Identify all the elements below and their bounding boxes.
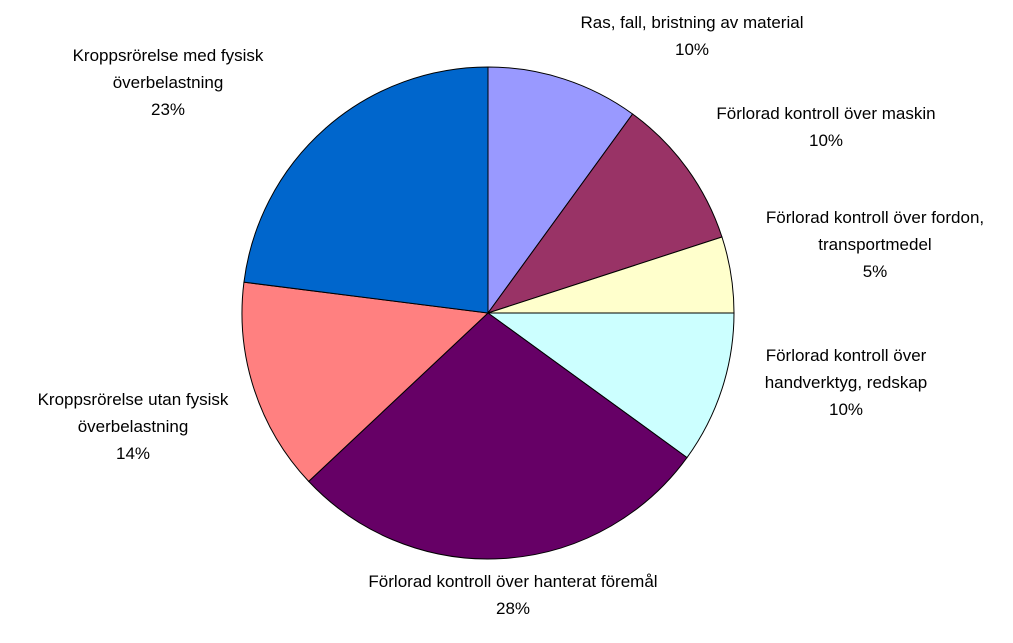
value-label: 23% (150, 100, 186, 119)
slice-label: Förlorad kontroll över maskin 10% (666, 100, 986, 154)
slice-label: Förlorad kontroll över handverktyg, reds… (731, 342, 961, 423)
pie-slice (486, 113, 723, 314)
slice-label: Kroppsrörelse med fysisk överbelastning 2… (53, 42, 283, 123)
value-label: 10% (828, 400, 864, 419)
category-label: Förlorad kontroll över handverktyg, reds… (764, 346, 928, 392)
category-label: Kroppsrörelse med fysisk överbelastning (72, 46, 264, 92)
pie-slice (243, 66, 489, 314)
value-label: 10% (674, 40, 710, 59)
category-label: Kroppsrörelse utan fysisk överbelastning (37, 390, 229, 436)
slice-label: Förlorad kontroll över hanterat föremål 2… (363, 568, 663, 622)
slice-label: Kroppsrörelse utan fysisk överbelastning… (8, 386, 258, 467)
category-label: Förlorad kontroll över hanterat föremål (368, 572, 658, 591)
value-label: 10% (808, 131, 844, 150)
slice-label: Förlorad kontroll över fordon, transport… (730, 204, 1013, 285)
category-label: Ras, fall, bristning av material (580, 13, 804, 32)
pie-slice (487, 66, 634, 315)
value-label: 28% (495, 599, 531, 618)
pie-slice (486, 312, 735, 459)
value-label: 5% (862, 262, 888, 281)
category-label: Förlorad kontroll över maskin (716, 104, 936, 123)
slice-label: Ras, fall, bristning av material 10% (512, 9, 872, 63)
value-label: 14% (115, 444, 151, 463)
pie-slice (241, 281, 490, 483)
pie-slice (307, 312, 688, 560)
category-label: Förlorad kontroll över fordon, transport… (765, 208, 985, 254)
